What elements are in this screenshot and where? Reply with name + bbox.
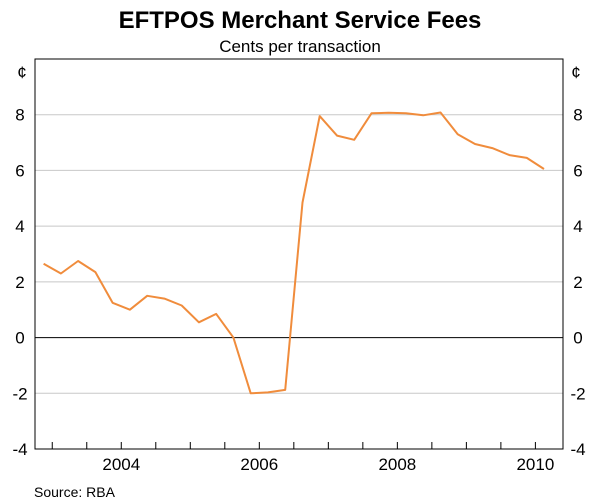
y-tick-labels-left: -4 -2 0 2 4 6 8	[12, 106, 27, 459]
y-unit-left: ¢	[17, 63, 26, 82]
y-tick-label-left: -4	[12, 440, 27, 459]
y-tick-label-left: -2	[12, 384, 27, 403]
y-tick-label-right: 8	[573, 106, 582, 125]
source-note: Source: RBA	[34, 484, 116, 500]
x-tick-label: 2008	[378, 455, 416, 474]
series-line-0	[43, 111, 545, 395]
x-ticks	[51, 442, 536, 449]
y-tick-label-right: 6	[573, 161, 582, 180]
y-tick-label-right: 0	[573, 329, 582, 348]
gridlines	[35, 114, 563, 394]
y-tick-label-right: 4	[573, 217, 582, 236]
y-tick-label-left: 4	[15, 217, 24, 236]
chart-subtitle: Cents per transaction	[219, 37, 381, 56]
x-tick-label: 2010	[516, 455, 554, 474]
x-tick-labels: 2004 2006 2008 2010	[102, 455, 554, 474]
y-tick-label-left: 2	[15, 273, 24, 292]
y-tick-label-right: -2	[570, 384, 585, 403]
y-tick-label-left: 8	[15, 106, 24, 125]
y-tick-label-left: 6	[15, 161, 24, 180]
y-tick-labels-right: -4 -2 0 2 4 6 8	[570, 106, 585, 459]
y-tick-label-left: 0	[15, 329, 24, 348]
x-tick-label: 2006	[240, 455, 278, 474]
x-tick-label: 2004	[102, 455, 140, 474]
chart-title: EFTPOS Merchant Service Fees	[119, 7, 482, 34]
series-layer	[43, 111, 545, 395]
y-tick-label-right: 2	[573, 273, 582, 292]
plot-frame	[34, 58, 564, 450]
y-tick-label-right: -4	[570, 440, 585, 459]
y-unit-right: ¢	[571, 63, 580, 82]
